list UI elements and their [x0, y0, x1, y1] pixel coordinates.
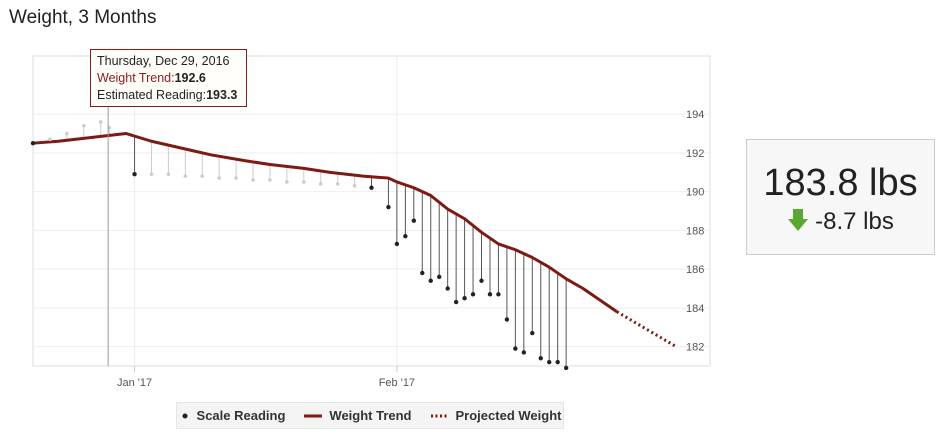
scale-reading-point: [547, 359, 552, 365]
line-icon: [304, 414, 323, 417]
scale-reading-point: [411, 218, 417, 223]
x-tick-label: Jan '17: [117, 377, 152, 389]
tooltip-estimated-value: 193.3: [206, 88, 238, 102]
estimated-reading-point: [200, 174, 205, 178]
weight-change: -8.7 lbs: [747, 208, 934, 236]
scale-reading-point: [470, 292, 476, 297]
scale-reading-point: [30, 140, 36, 146]
estimated-reading-point: [166, 172, 171, 176]
deviation-stems: [49, 121, 567, 368]
estimated-reading-point: [48, 137, 52, 142]
projected-weight-line: [616, 310, 677, 348]
scale-reading-point: [530, 330, 535, 336]
x-tick-label: Feb '17: [379, 377, 415, 389]
plot-frame: [32, 55, 711, 367]
tooltip-date: Thursday, Dec 29, 2016: [97, 54, 230, 68]
dot-icon: [182, 413, 188, 418]
legend: Scale Reading Weight Trend Projected Wei…: [176, 402, 564, 429]
tooltip-estimated: Estimated Reading:193.3: [97, 87, 240, 104]
scale-reading-point: [420, 270, 425, 276]
estimated-reading-point: [352, 184, 357, 188]
tooltip-trend-label: Weight Trend:: [97, 71, 175, 85]
estimated-reading-point: [217, 176, 221, 180]
estimated-reading-point: [302, 180, 306, 184]
scale-reading-point: [386, 204, 391, 210]
scale-reading-point: [394, 241, 400, 247]
y-tick-label: 190: [686, 187, 704, 199]
scale-reading-point: [504, 317, 510, 322]
estimated-reading-point: [81, 123, 86, 128]
tooltip-trend: Weight Trend:192.6: [97, 70, 240, 87]
y-tick-label: 186: [686, 264, 704, 276]
scale-reading-point: [496, 292, 501, 297]
weight-change-value: -8.7 lbs: [815, 208, 894, 235]
scale-reading-point: [513, 346, 518, 351]
weight-trend-line: [32, 132, 618, 313]
summary-box: 183.8 lbs -8.7 lbs: [746, 139, 935, 255]
scale-reading-point: [479, 278, 484, 283]
scale-reading-point: [453, 299, 459, 305]
dotted-line-icon: [430, 414, 449, 417]
y-tick-label: 188: [686, 225, 704, 237]
estimated-reading-point: [149, 172, 154, 176]
tooltip-trend-value: 192.6: [174, 71, 206, 85]
legend-label-scale: Scale Reading: [196, 408, 286, 423]
tooltip: Thursday, Dec 29, 2016 Weight Trend:192.…: [90, 49, 247, 107]
scale-reading-point: [403, 233, 408, 239]
tooltip-estimated-label: Estimated Reading:: [97, 88, 207, 102]
estimated-reading-point: [268, 178, 272, 182]
scale-reading-point: [428, 278, 433, 283]
scale-reading-point: [437, 274, 442, 280]
scale-reading-point: [555, 359, 560, 365]
estimated-reading-point: [335, 182, 340, 186]
down-arrow-icon: [788, 209, 809, 231]
legend-item-projected-weight[interactable]: Projected Weight: [430, 408, 562, 423]
y-tick-label: 194: [686, 109, 704, 121]
series: [32, 132, 677, 348]
legend-item-weight-trend[interactable]: Weight Trend: [303, 408, 412, 423]
y-tick-label: 192: [686, 148, 704, 160]
estimated-reading-point: [251, 178, 255, 182]
scale-reading-point: [462, 295, 467, 301]
current-weight: 183.8 lbs: [763, 162, 918, 204]
y-tick-label: 184: [686, 303, 704, 315]
axes: 182 184 186 188 190 192 194 Jan '17 Feb '17: [117, 109, 704, 389]
estimated-reading-point: [318, 182, 323, 186]
scale-reading-point: [132, 171, 137, 177]
estimated-reading-point: [285, 180, 289, 184]
estimated-reading-point: [183, 174, 188, 178]
scale-reading-point: [445, 286, 450, 291]
points: [30, 120, 569, 371]
chart-title: Weight, 3 Months: [9, 7, 157, 28]
legend-label-projected: Projected Weight: [455, 408, 562, 423]
legend-label-trend: Weight Trend: [329, 408, 412, 423]
scale-reading-point: [538, 356, 543, 361]
scale-reading-point: [521, 350, 527, 355]
grid: [32, 55, 711, 367]
estimated-reading-point: [98, 120, 103, 124]
scale-reading-point: [487, 292, 493, 297]
legend-item-scale-reading[interactable]: Scale Reading: [179, 408, 286, 423]
scale-reading-point: [369, 185, 374, 190]
estimated-reading-point: [234, 176, 238, 180]
y-tick-label: 182: [686, 342, 704, 354]
estimated-reading-point: [65, 131, 69, 136]
scale-reading-point: [563, 365, 569, 371]
